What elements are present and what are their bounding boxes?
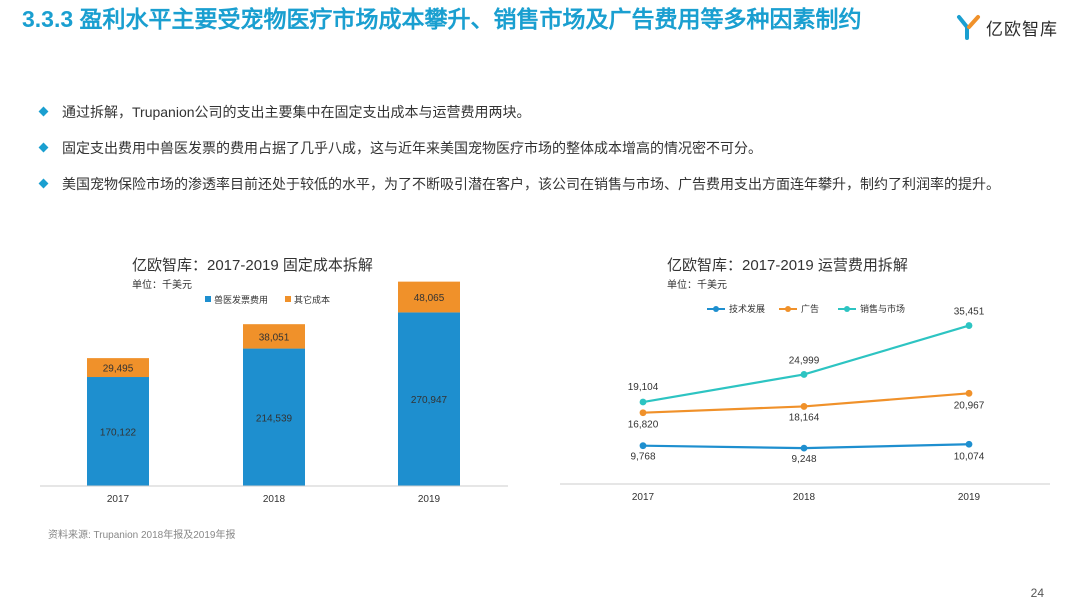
data-point xyxy=(965,389,973,397)
data-point xyxy=(800,444,808,452)
bar-segment xyxy=(87,377,149,486)
bullet-item: 固定支出费用中兽医发票的费用占据了几乎八成，这与近年来美国宠物医疗市场的整体成本… xyxy=(38,138,1040,158)
bar-segment xyxy=(243,348,305,486)
slide-title: 3.3.3 盈利水平主要受宠物医疗市场成本攀升、销售市场及广告费用等多种因素制约 xyxy=(22,6,862,32)
data-point xyxy=(965,440,973,448)
bar-value-label: 270,947 xyxy=(411,395,448,406)
data-label: 24,999 xyxy=(789,355,820,366)
bullet-text: 通过拆解，Trupanion公司的支出主要集中在固定支出成本与运营费用两块。 xyxy=(62,104,531,120)
legend-marker xyxy=(844,306,850,312)
legend-label: 广告 xyxy=(801,303,819,314)
source-note: 资料来源: Trupanion 2018年报及2019年报 xyxy=(48,530,236,541)
bullet-item: 美国宠物保险市场的渗透率目前还处于较低的水平，为了不断吸引潜在客户，该公司在销售… xyxy=(38,174,1040,194)
legend-swatch xyxy=(205,296,211,302)
legend-label: 其它成本 xyxy=(294,294,330,305)
line-chart-unit: 单位：千美元 xyxy=(667,278,727,291)
line-chart-title: 亿欧智库：2017-2019 运营费用拆解 xyxy=(667,256,908,274)
data-label: 35,451 xyxy=(954,307,985,318)
line-chart-x-ticks: 2017 2018 2019 xyxy=(632,492,981,503)
logo-text: 亿欧智库 xyxy=(986,19,1058,39)
data-label: 16,820 xyxy=(628,420,659,431)
fixed-cost-bar-chart: 亿欧智库：2017-2019 固定成本拆解 单位：千美元 兽医发票费用 其它成本 … xyxy=(40,256,508,505)
legend-marker xyxy=(713,306,719,312)
x-tick-label: 2019 xyxy=(958,492,981,503)
data-label: 9,248 xyxy=(791,454,816,465)
data-point xyxy=(639,398,647,406)
data-point xyxy=(639,442,647,450)
x-tick-label: 2019 xyxy=(418,494,441,505)
bar-value-label: 38,051 xyxy=(259,332,290,343)
series-line xyxy=(642,392,970,414)
bar-value-label: 170,122 xyxy=(100,428,137,439)
data-point xyxy=(639,409,647,417)
bar-chart-unit: 单位：千美元 xyxy=(132,278,192,291)
legend-label: 销售与市场 xyxy=(860,303,905,314)
bullet-list: 通过拆解，Trupanion公司的支出主要集中在固定支出成本与运营费用两块。 固… xyxy=(38,102,1040,210)
data-label: 9,768 xyxy=(630,452,655,463)
legend-marker xyxy=(785,306,791,312)
bar-value-label: 48,065 xyxy=(414,293,445,304)
bar-chart-title: 亿欧智库：2017-2019 固定成本拆解 xyxy=(132,256,373,274)
data-label: 20,967 xyxy=(954,400,985,411)
bar-chart-x-ticks: 2017 2018 2019 xyxy=(107,494,441,505)
bar-chart-marks: 170,122 29,495 214,539 38,051 270,947 48,065 xyxy=(87,281,460,486)
logo: 亿欧智库 xyxy=(956,14,1058,40)
data-point xyxy=(965,322,973,329)
bar-segment xyxy=(398,312,460,486)
x-tick-label: 2017 xyxy=(632,492,655,503)
operating-expense-line-chart: 亿欧智库：2017-2019 运营费用拆解 单位：千美元 技术发展 广告 销售与市场… xyxy=(560,256,1050,503)
x-tick-label: 2018 xyxy=(263,494,286,505)
bar-segment xyxy=(87,358,149,378)
bar-value-label: 29,495 xyxy=(103,364,134,375)
data-label: 18,164 xyxy=(789,412,820,423)
logo-icon xyxy=(957,15,980,40)
x-tick-label: 2017 xyxy=(107,494,130,505)
line-chart-legend: 技术发展 广告 销售与市场 xyxy=(707,303,905,314)
diamond-bullet-icon xyxy=(38,178,49,189)
data-point xyxy=(800,371,808,378)
data-point xyxy=(800,403,808,410)
x-tick-label: 2018 xyxy=(793,492,816,503)
diamond-bullet-icon xyxy=(38,106,49,117)
diamond-bullet-icon xyxy=(38,142,49,153)
bar-value-label: 214,539 xyxy=(256,413,293,424)
bullet-item: 通过拆解，Trupanion公司的支出主要集中在固定支出成本与运营费用两块。 xyxy=(38,102,1040,122)
bullet-text: 固定支出费用中兽医发票的费用占据了几乎八成，这与近年来美国宠物医疗市场的整体成本… xyxy=(62,140,762,156)
legend-label: 兽医发票费用 xyxy=(214,294,268,305)
legend-swatch xyxy=(285,296,291,302)
bar-segment xyxy=(398,281,460,313)
legend-label: 技术发展 xyxy=(729,303,765,314)
data-label: 19,104 xyxy=(628,382,659,393)
page-number: 24 xyxy=(1030,586,1044,600)
bar-chart-legend: 兽医发票费用 其它成本 xyxy=(205,294,330,305)
data-label: 10,074 xyxy=(954,451,985,462)
bar-segment xyxy=(243,324,305,349)
bullet-text: 美国宠物保险市场的渗透率目前还处于较低的水平，为了不断吸引潜在客户，该公司在销售… xyxy=(62,176,1000,192)
line-chart-marks: 9,768 9,248 10,074 16,820 18,164 20,967 19,104… xyxy=(628,307,985,466)
